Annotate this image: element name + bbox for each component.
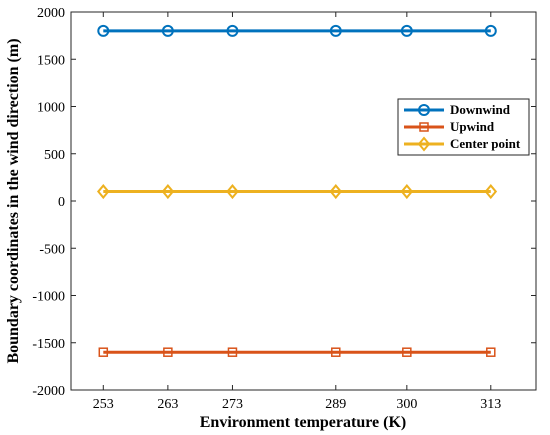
legend-label: Center point [450,136,521,151]
data-point [227,347,238,357]
legend-label: Upwind [450,119,495,134]
x-tick-label: 263 [157,397,178,412]
legend-marker [419,122,429,132]
data-point [163,347,173,357]
data-point [226,24,239,37]
y-tick-label: 1000 [37,101,65,116]
legend-label: Downwind [450,102,511,117]
data-point [400,183,414,200]
x-axis-ticks: 253 263 273 289 300 313 [93,12,501,412]
data-point [161,24,174,37]
x-tick-label: 289 [325,397,346,412]
data-point [97,24,110,37]
y-tick-label: 0 [58,195,65,210]
y-axis-ticks: -2000 -1500 -1000 -500 0 500 1000 1500 2000 [32,6,536,399]
data-point [402,347,412,357]
y-tick-label: 500 [44,148,65,163]
legend-items: Downwind Upwind Center point [404,102,521,152]
data-point [484,183,498,200]
data-point [226,183,239,200]
y-tick-label: -1500 [32,337,65,352]
y-tick-label: -1000 [32,290,65,305]
data-point [96,183,110,200]
y-tick-label: -2000 [32,384,65,399]
y-tick-label: 1500 [37,53,65,68]
x-tick-label: 253 [93,397,114,412]
data-point [98,347,109,357]
y-tick-label: 2000 [37,6,65,21]
data-point [400,24,413,37]
data-point [161,183,175,200]
plot-area [70,11,537,391]
data-point [331,347,341,357]
y-tick-label: -500 [39,242,65,257]
legend-marker [418,104,430,116]
x-axis-label: Environment temperature (K) [200,414,406,431]
x-tick-label: 300 [396,397,417,412]
y-axis-label: Boundary coordinates in the wind directi… [5,38,22,363]
series-layer [96,24,498,357]
data-point [486,347,496,357]
legend: Downwind Upwind Center point [397,98,530,156]
legend-marker [417,136,431,152]
x-tick-label: 313 [480,397,501,412]
x-tick-label: 273 [222,397,243,412]
data-point [329,183,343,200]
data-point [484,24,497,37]
data-point [329,24,342,37]
